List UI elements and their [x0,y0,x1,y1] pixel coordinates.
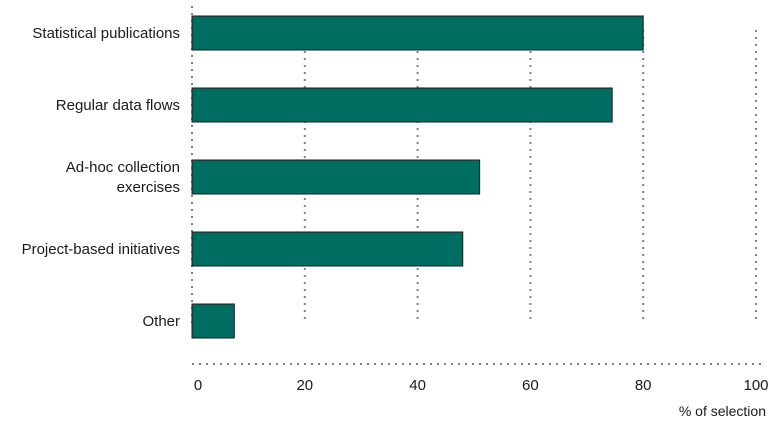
bar-4 [191,231,464,267]
category-label-3-line-1: Ad-hoc collection [66,159,180,176]
x-axis-label: % of selection [679,403,766,419]
x-tick-20: 20 [296,377,313,394]
category-labels: Statistical publications Regular data flo… [22,25,180,330]
category-label-2: Regular data flows [56,97,180,114]
bar-3 [191,159,481,195]
grid-lines [191,6,764,365]
x-tick-0: 0 [194,377,202,394]
category-label-1: Statistical publications [32,25,180,42]
x-tick-labels: 0 20 40 60 80 100 [194,377,768,394]
x-tick-40: 40 [409,377,426,394]
bar-2 [191,87,613,123]
category-label-5: Other [142,313,180,330]
bar-5 [191,303,235,339]
x-tick-60: 60 [522,377,539,394]
category-label-4: Project-based initiatives [22,241,180,258]
category-label-3-line-2: exercises [117,179,180,196]
x-tick-80: 80 [635,377,652,394]
x-tick-100: 100 [743,377,768,394]
bar-1 [191,15,644,51]
bars-group [191,15,644,339]
